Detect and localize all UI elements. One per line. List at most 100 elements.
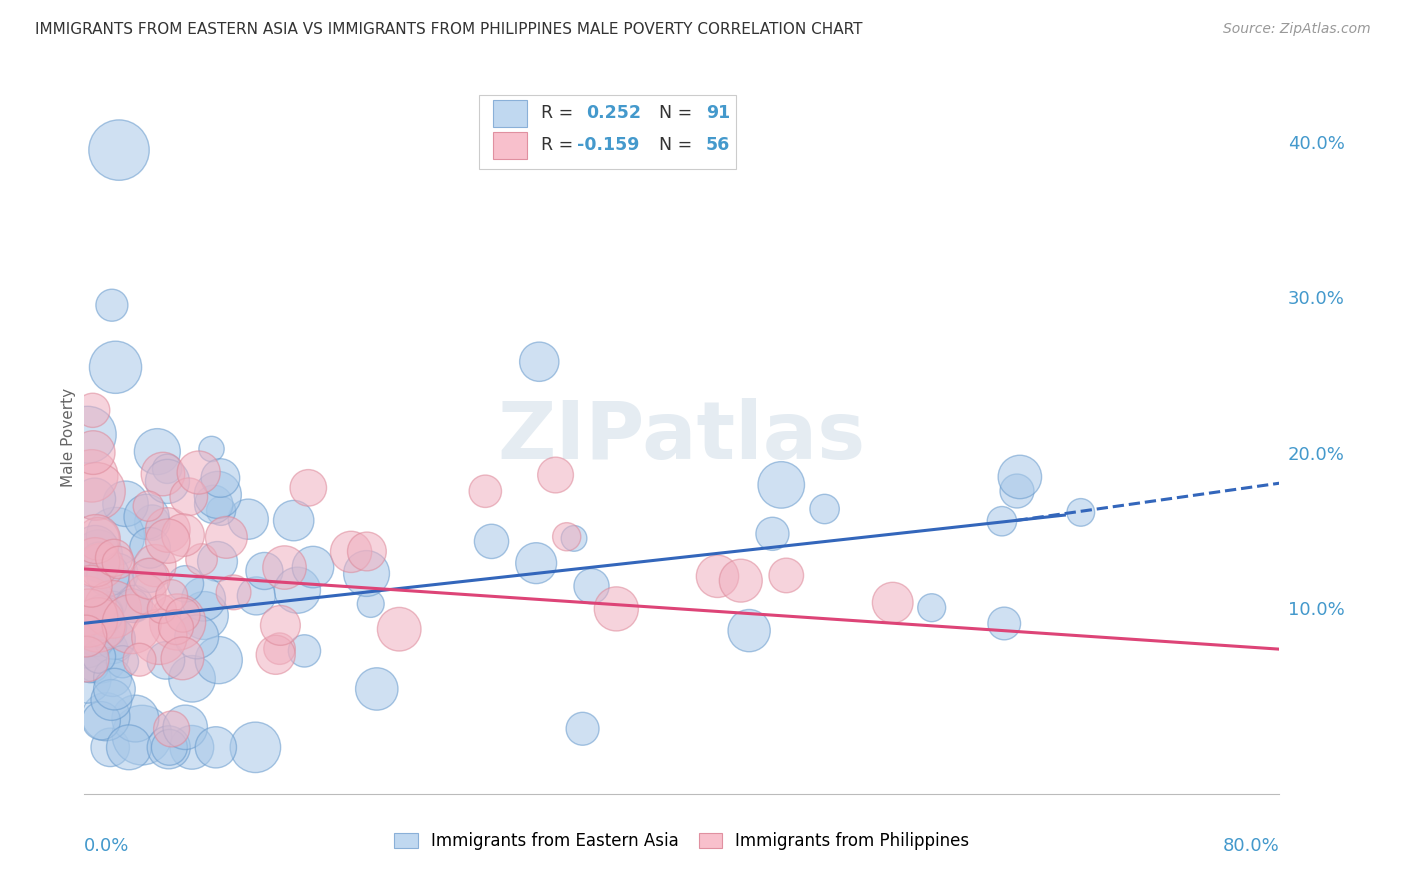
Point [80, 468, 103, 483]
Point [97, 568, 120, 582]
Point [245, 740, 267, 755]
Point [706, 569, 728, 583]
Point [172, 651, 194, 665]
Point [187, 466, 209, 480]
Point [152, 467, 174, 481]
Point [172, 528, 194, 542]
Point [356, 544, 378, 558]
Text: 56: 56 [706, 136, 730, 154]
Point [93, 607, 115, 621]
Point [166, 615, 188, 629]
Point [193, 608, 215, 623]
Point [186, 630, 208, 644]
Point [157, 740, 180, 755]
Text: R =: R = [541, 104, 579, 122]
Point [90, 558, 112, 573]
Point [481, 534, 503, 549]
Point [207, 488, 229, 502]
Point [84, 532, 107, 546]
Point [529, 355, 551, 369]
Point [94, 709, 117, 723]
Point [104, 360, 127, 375]
Text: ZIPatlas: ZIPatlas [498, 398, 866, 476]
Point [139, 541, 162, 555]
Point [193, 592, 215, 607]
Point [882, 596, 904, 610]
Point [770, 478, 793, 492]
Point [75, 599, 97, 613]
Point [83, 491, 105, 506]
Point [156, 475, 179, 489]
FancyBboxPatch shape [494, 100, 527, 127]
Point [264, 648, 287, 662]
Point [555, 530, 578, 544]
Text: Source: ZipAtlas.com: Source: ZipAtlas.com [1223, 22, 1371, 37]
Point [202, 497, 225, 511]
Point [84, 555, 107, 569]
Point [156, 523, 179, 537]
Point [991, 514, 1014, 528]
Point [174, 720, 197, 734]
Text: 0.252: 0.252 [586, 104, 641, 122]
Text: N =: N = [648, 104, 699, 122]
Y-axis label: Male Poverty: Male Poverty [60, 387, 76, 487]
Point [156, 462, 179, 476]
Point [141, 516, 163, 530]
Point [75, 629, 97, 643]
Point [138, 572, 160, 586]
Text: IMMIGRANTS FROM EASTERN ASIA VS IMMIGRANTS FROM PHILIPPINES MALE POVERTY CORRELA: IMMIGRANTS FROM EASTERN ASIA VS IMMIGRAN… [35, 22, 863, 37]
Point [114, 497, 136, 511]
Point [388, 622, 411, 636]
Point [177, 490, 200, 504]
Text: 91: 91 [706, 104, 730, 122]
Point [738, 624, 761, 638]
Point [215, 530, 238, 544]
Point [160, 722, 183, 736]
Point [111, 655, 134, 669]
Point [1005, 483, 1028, 498]
Point [160, 589, 183, 603]
Point [150, 602, 173, 616]
Point [238, 512, 260, 526]
Point [87, 649, 110, 664]
Point [761, 526, 783, 541]
Point [122, 597, 145, 611]
Point [207, 554, 229, 568]
Point [165, 620, 187, 634]
Text: 0.0%: 0.0% [84, 837, 129, 855]
Point [581, 579, 603, 593]
Point [103, 682, 125, 697]
Point [104, 632, 127, 646]
Point [86, 484, 108, 499]
Point [143, 558, 166, 573]
Point [283, 514, 305, 528]
Text: 80.0%: 80.0% [1223, 837, 1279, 855]
Point [156, 534, 179, 549]
Point [222, 585, 245, 599]
Point [80, 657, 103, 671]
Point [94, 611, 117, 625]
Point [287, 583, 309, 598]
Point [157, 740, 180, 755]
Text: N =: N = [648, 136, 699, 154]
Point [730, 574, 752, 588]
Point [89, 647, 111, 661]
Point [605, 602, 627, 616]
Point [209, 471, 232, 485]
Point [107, 556, 129, 570]
Point [104, 529, 127, 543]
Point [108, 143, 131, 157]
Point [146, 444, 169, 458]
Point [172, 607, 194, 622]
Point [139, 568, 162, 582]
Point [200, 442, 222, 456]
Point [84, 541, 107, 556]
Text: -0.159: -0.159 [576, 136, 640, 154]
Point [101, 671, 124, 685]
FancyBboxPatch shape [479, 95, 735, 169]
Legend: Immigrants from Eastern Asia, Immigrants from Philippines: Immigrants from Eastern Asia, Immigrants… [388, 826, 976, 857]
Point [103, 550, 125, 565]
Point [90, 714, 112, 728]
Point [118, 740, 141, 755]
Point [813, 502, 835, 516]
